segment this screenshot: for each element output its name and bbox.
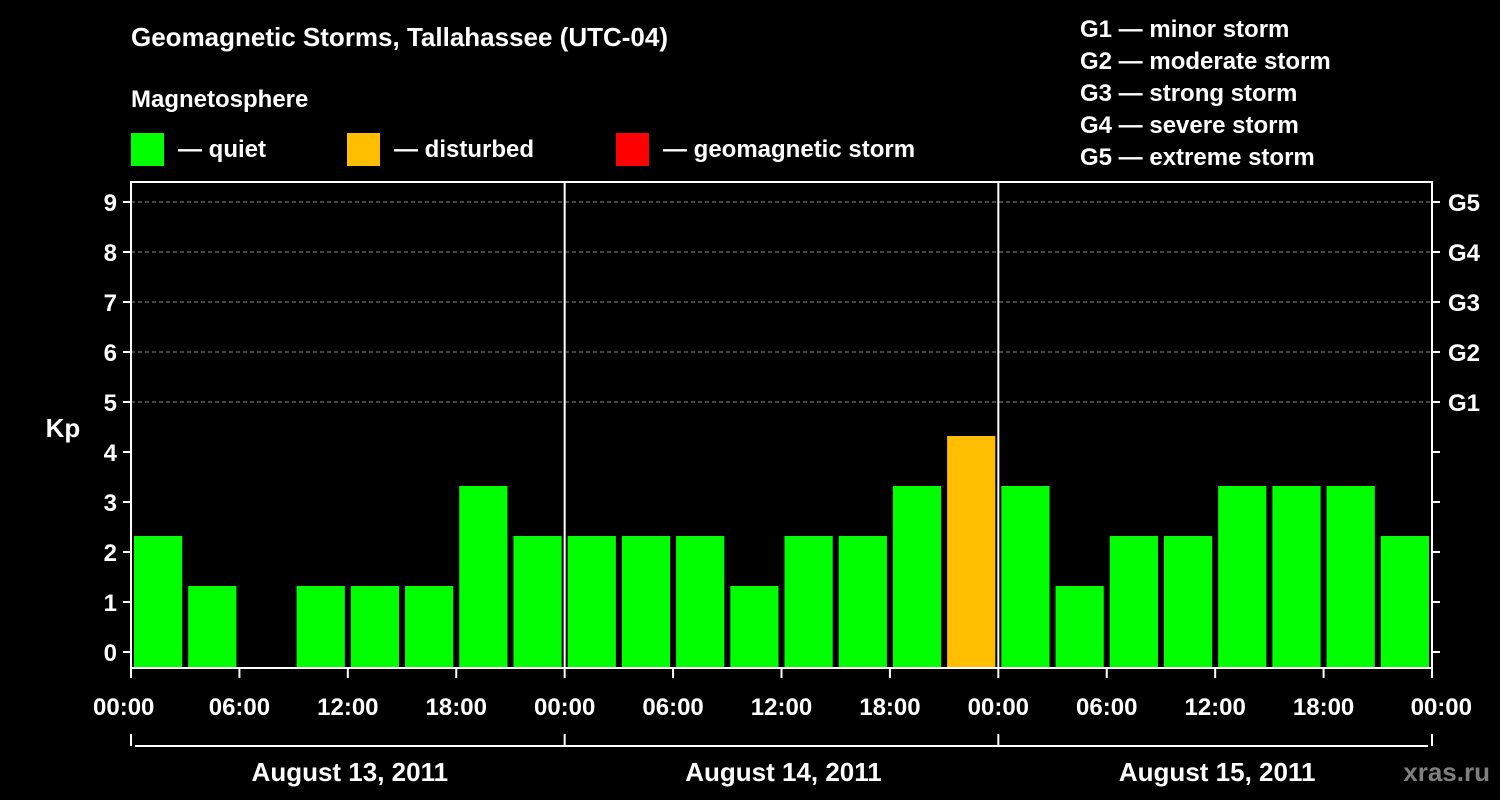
day-label: August 14, 2011 (685, 757, 882, 787)
kp-bar (784, 536, 833, 668)
x-tick-label: 12:00 (1184, 694, 1245, 721)
kp-bar (1380, 536, 1429, 668)
chart-subtitle: Magnetosphere (131, 86, 309, 113)
kp-bar (892, 486, 942, 668)
x-tick-label: 12:00 (317, 694, 378, 721)
legend-item-quiet: — quiet (131, 133, 266, 166)
kp-bar (838, 536, 887, 668)
g-level-label: G5 (1448, 190, 1480, 217)
kp-bar (730, 586, 779, 668)
storm-level-g3: G3 — strong storm (1080, 80, 1298, 107)
g-level-label: G3 (1448, 290, 1480, 317)
kp-bar (1272, 486, 1321, 668)
y-tick-label: 1 (104, 590, 117, 617)
legend-label-quiet: — quiet (178, 135, 266, 163)
storm-level-g4: G4 — severe storm (1080, 112, 1299, 139)
kp-bar (513, 536, 562, 668)
day-label: August 15, 2011 (1119, 757, 1316, 787)
y-tick-label: 6 (104, 340, 117, 367)
kp-bar (188, 586, 237, 668)
x-tick-label: 06:00 (642, 694, 703, 721)
kp-bar (1326, 486, 1375, 668)
kp-bar (1055, 586, 1104, 668)
kp-bar (459, 486, 508, 668)
y-tick-label: 9 (104, 190, 117, 217)
kp-bar (350, 586, 400, 668)
day-label: August 13, 2011 (252, 757, 449, 787)
y-tick-label: 7 (104, 290, 117, 317)
x-tick-label: 06:00 (209, 694, 270, 721)
storm-level-list: G1 — minor storm G2 — moderate storm G3 … (1080, 14, 1331, 174)
y-axis-label: Kp (46, 413, 81, 443)
x-tick-label: 18:00 (1293, 694, 1354, 721)
legend-label-disturbed: — disturbed (394, 135, 535, 163)
storm-level-g2: G2 — moderate storm (1080, 48, 1331, 75)
storm-level-g1: G1 — minor storm (1080, 16, 1290, 43)
kp-bar (1001, 486, 1050, 668)
y-tick-label: 4 (104, 440, 118, 467)
x-tick-label: 00:00 (534, 694, 595, 721)
kp-bar (1218, 486, 1267, 668)
x-tick-label: 00:00 (1411, 694, 1472, 721)
x-tick-label: 00:00 (968, 694, 1029, 721)
legend-swatch-storm (616, 133, 649, 166)
y-tick-label: 0 (104, 640, 117, 667)
watermark: xras.ru (1403, 757, 1490, 787)
x-tick-label: 18:00 (859, 694, 920, 721)
x-tick-label: 18:00 (426, 694, 487, 721)
y-tick-label: 3 (104, 490, 117, 517)
kp-bar (621, 536, 671, 668)
chart-title: Geomagnetic Storms, Tallahassee (UTC-04) (131, 22, 669, 52)
y-tick-label: 8 (104, 240, 117, 267)
kp-bar (1109, 536, 1158, 668)
kp-bar (134, 536, 183, 668)
legend-label-storm: — geomagnetic storm (663, 135, 916, 163)
x-tick-label: 06:00 (1076, 694, 1137, 721)
storm-level-g5: G5 — extreme storm (1080, 144, 1315, 171)
g-level-label: G1 (1448, 390, 1480, 417)
x-tick-label: 00:00 (93, 694, 154, 721)
kp-bar (567, 536, 616, 668)
kp-bar (296, 586, 345, 668)
y-tick-label: 2 (104, 540, 117, 567)
kp-bar (405, 586, 454, 668)
g-level-label: G2 (1448, 340, 1480, 367)
legend-item-storm: — geomagnetic storm (616, 133, 915, 166)
x-tick-label: 12:00 (751, 694, 812, 721)
y-tick-label: 5 (104, 390, 117, 417)
kp-bar (947, 436, 996, 668)
legend-swatch-disturbed (347, 133, 380, 166)
kp-bar (1163, 536, 1213, 668)
g-level-label: G4 (1448, 240, 1481, 267)
kp-bar (676, 536, 725, 668)
legend-item-disturbed: — disturbed (347, 133, 534, 166)
legend-swatch-quiet (131, 133, 164, 166)
